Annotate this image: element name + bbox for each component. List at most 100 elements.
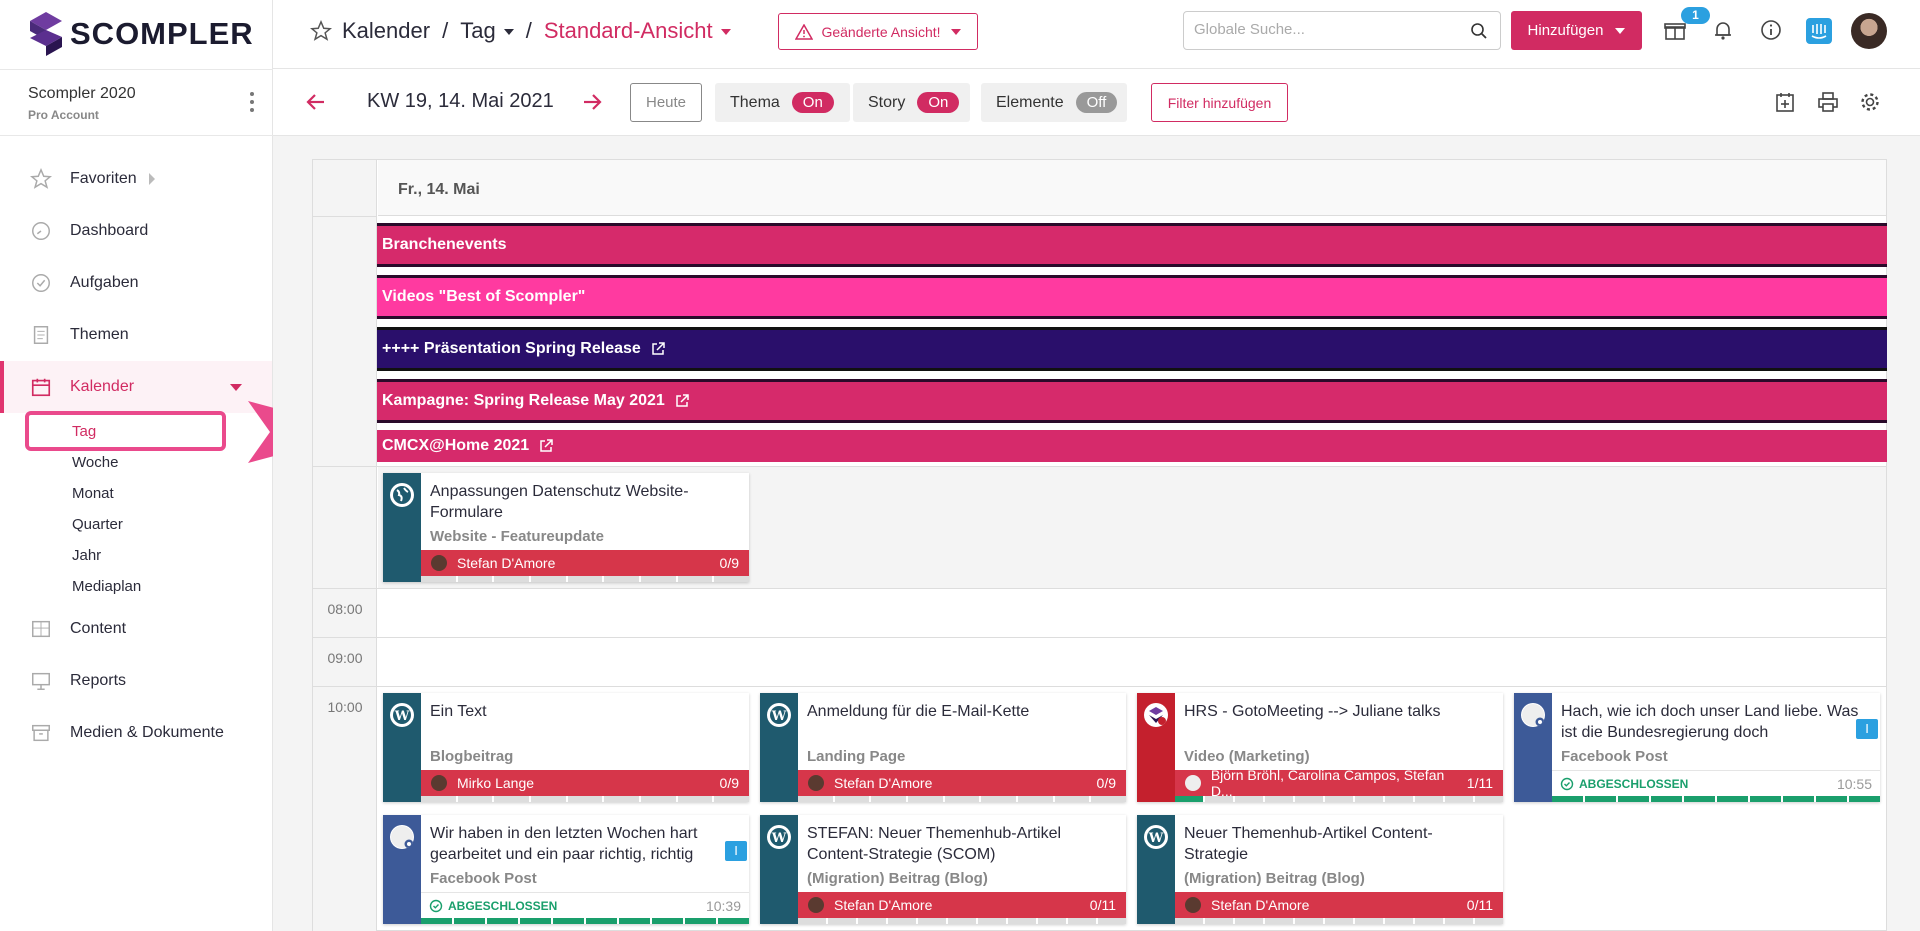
scompler-logo-icon: [30, 12, 62, 56]
sidebar-item-reports[interactable]: Reports: [0, 655, 272, 707]
divider: [313, 216, 377, 217]
notification-badge: 1: [1681, 7, 1710, 24]
print-icon[interactable]: [1817, 92, 1839, 112]
search-icon[interactable]: [1470, 22, 1488, 40]
svg-text:W: W: [771, 709, 787, 724]
elemente-toggle[interactable]: Elemente Off: [981, 83, 1127, 122]
divider: [313, 466, 1886, 467]
bell-icon[interactable]: [1712, 19, 1734, 41]
breadcrumb-kalender[interactable]: Kalender: [342, 18, 431, 43]
time-gutter: [313, 160, 377, 931]
week-label: KW 19, 14. Mai 2021: [367, 90, 554, 112]
gear-icon[interactable]: [1859, 91, 1881, 113]
breadcrumb-tag-dropdown[interactable]: Tag: [460, 18, 514, 44]
user-avatar[interactable]: [1851, 13, 1887, 49]
task-card[interactable]: Anpassungen Datenschutz Website-Formular…: [383, 473, 750, 582]
content-card[interactable]: W STEFAN: Neuer Themenhub-Artikel Conten…: [760, 815, 1126, 924]
global-search[interactable]: [1183, 11, 1501, 50]
document-icon: [33, 326, 49, 344]
star-icon: [30, 168, 52, 189]
view-dropdown[interactable]: Standard-Ansicht: [544, 18, 731, 44]
divider: [313, 588, 1886, 589]
sidebar-item-label: Themen: [70, 326, 129, 343]
brand-name: SCOMPLER: [70, 16, 254, 51]
card-type: Blogbeitrag: [430, 748, 514, 765]
sidebar-item-favoriten[interactable]: Favoriten: [0, 153, 272, 205]
arrow-left-icon[interactable]: [306, 93, 326, 111]
add-button[interactable]: Hinzufügen: [1511, 11, 1642, 50]
sidebar-sub-monat[interactable]: Monat: [72, 485, 114, 502]
content-card[interactable]: HRS - GotoMeeting --> Juliane talks Vide…: [1137, 693, 1503, 802]
wordpress-icon: W: [767, 825, 791, 849]
card-title: Anmeldung für die E-Mail-Kette: [807, 703, 1030, 720]
add-filter-button[interactable]: Filter hinzufügen: [1151, 83, 1288, 122]
caret-down-icon: [720, 29, 731, 36]
thema-toggle[interactable]: Thema On: [715, 83, 850, 122]
card-title: Neuer Themenhub-Artikel Content-Strategi…: [1184, 825, 1433, 863]
logo[interactable]: SCOMPLER: [28, 8, 254, 60]
sidebar-item-themen[interactable]: Themen: [0, 309, 272, 361]
external-link-icon[interactable]: [651, 342, 665, 356]
arrow-right-icon[interactable]: [582, 93, 602, 111]
avatar: [1185, 775, 1201, 791]
info-tag[interactable]: I: [725, 841, 747, 861]
event-cmcx[interactable]: CMCX@Home 2021: [377, 430, 1887, 462]
warning-icon: [795, 23, 814, 40]
card-type: (Migration) Beitrag (Blog): [807, 870, 988, 887]
card-count: 0/9: [719, 775, 739, 791]
card-count: 0/9: [1096, 775, 1116, 791]
card-person: Stefan D'Amore: [834, 897, 933, 913]
svg-text:W: W: [394, 709, 410, 724]
sidebar-sub-tag[interactable]: Tag: [72, 423, 97, 440]
view-name: Standard-Ansicht: [543, 18, 713, 43]
content-card[interactable]: W Anmeldung für die E-Mail-Kette Landing…: [760, 693, 1127, 802]
sidebar-item-medien[interactable]: Medien & Dokumente: [0, 707, 272, 759]
event-label: Videos "Best of Scompler": [382, 288, 586, 305]
account-switcher[interactable]: Scompler 2020 Pro Account: [0, 69, 273, 136]
story-toggle[interactable]: Story On: [853, 83, 970, 122]
kebab-menu-icon[interactable]: [249, 92, 255, 112]
changed-view-button[interactable]: Geänderte Ansicht!: [778, 13, 978, 50]
sidebar-item-content[interactable]: Content: [0, 603, 272, 655]
content-card[interactable]: W Ein Text Blogbeitrag Mirko Lange 0/9: [383, 693, 750, 802]
event-branchenevents[interactable]: Branchenevents: [377, 223, 1887, 267]
story-label: Story: [868, 93, 906, 111]
gift-icon[interactable]: [1664, 19, 1686, 41]
today-button[interactable]: Heute: [630, 83, 702, 122]
sidebar-item-aufgaben[interactable]: Aufgaben: [0, 257, 272, 309]
external-link-icon[interactable]: [675, 394, 689, 408]
sidebar-sub-woche[interactable]: Woche: [72, 454, 119, 471]
content-card[interactable]: Wir haben in den letzten Wochen hart gea…: [383, 815, 749, 924]
sidebar-item-kalender[interactable]: Kalender: [0, 361, 272, 413]
content-card[interactable]: Hach, wie ich doch unser Land liebe. Was…: [1514, 693, 1880, 802]
divider: [313, 637, 1886, 638]
card-footer: Stefan D'Amore 0/9: [421, 550, 749, 576]
search-input[interactable]: [1194, 21, 1454, 38]
calendar-add-icon[interactable]: [1775, 91, 1795, 113]
day-calendar: Fr., 14. Mai Branchenevents Videos "Best…: [312, 159, 1887, 931]
event-praesentation[interactable]: ++++ Präsentation Spring Release: [377, 327, 1887, 371]
star-outline-icon[interactable]: [310, 20, 332, 42]
card-count: 0/11: [1089, 897, 1116, 913]
event-videos[interactable]: Videos "Best of Scompler": [377, 275, 1887, 319]
avatar: [808, 775, 824, 791]
sidebar-sub-mediaplan[interactable]: Mediaplan: [72, 578, 142, 595]
chevron-down-icon[interactable]: [230, 383, 242, 391]
card-side: [1137, 693, 1175, 802]
info-tag[interactable]: I: [1856, 719, 1878, 739]
content-card[interactable]: W Neuer Themenhub-Artikel Content-Strate…: [1137, 815, 1503, 924]
sidebar-sub-quarter[interactable]: Quarter: [72, 516, 123, 533]
sidebar-item-label: Medien & Dokumente: [70, 724, 224, 741]
calendar-icon: [31, 378, 51, 397]
info-icon[interactable]: [1760, 19, 1782, 41]
card-side: [383, 473, 421, 582]
divider: [313, 686, 1886, 687]
intercom-icon[interactable]: [1806, 18, 1832, 44]
external-link-icon[interactable]: [539, 439, 553, 453]
card-count: 0/11: [1466, 897, 1493, 913]
event-kampagne[interactable]: Kampagne: Spring Release May 2021: [377, 379, 1887, 423]
scompler-video-icon: [1144, 703, 1168, 727]
sidebar-item-dashboard[interactable]: Dashboard: [0, 205, 272, 257]
card-side: W: [760, 693, 798, 802]
sidebar-sub-jahr[interactable]: Jahr: [72, 547, 102, 564]
